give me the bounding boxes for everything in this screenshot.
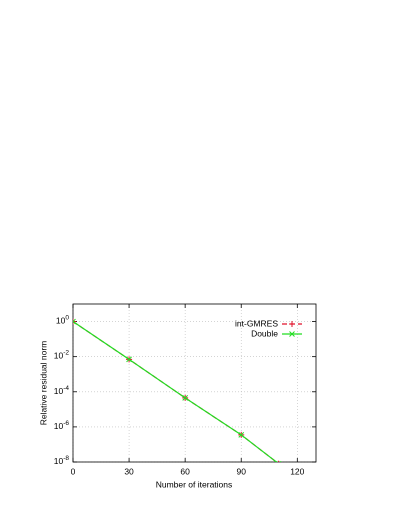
marker [238,432,245,438]
x-tick-label: 60 [180,466,190,476]
plot-frame [72,303,317,463]
marker [73,318,76,325]
y-tick-label: 10-6 [54,420,70,432]
plot-area [73,318,282,462]
y-tick-label: 10-8 [54,455,70,467]
y-tick-label: 10-2 [54,349,70,361]
series-line [73,321,278,462]
y-axis-label: Relative residual norm [38,341,48,426]
y-tick-label: 100 [56,314,69,326]
marker [73,318,76,325]
legend-marker [289,331,295,337]
y-tick-label: 10-4 [54,384,70,396]
legend-label: Double [251,328,278,338]
legend-marker [289,321,295,327]
x-tick-label: 30 [124,466,134,476]
x-tick-label: 90 [236,466,246,476]
x-axis-label: Number of iterations [156,479,233,489]
marker [182,395,189,401]
x-tick-label: 0 [71,466,76,476]
marker [278,460,280,462]
legend-label: int-GMRES [235,318,278,328]
marker [126,356,132,363]
x-tick-label: 120 [290,466,304,476]
